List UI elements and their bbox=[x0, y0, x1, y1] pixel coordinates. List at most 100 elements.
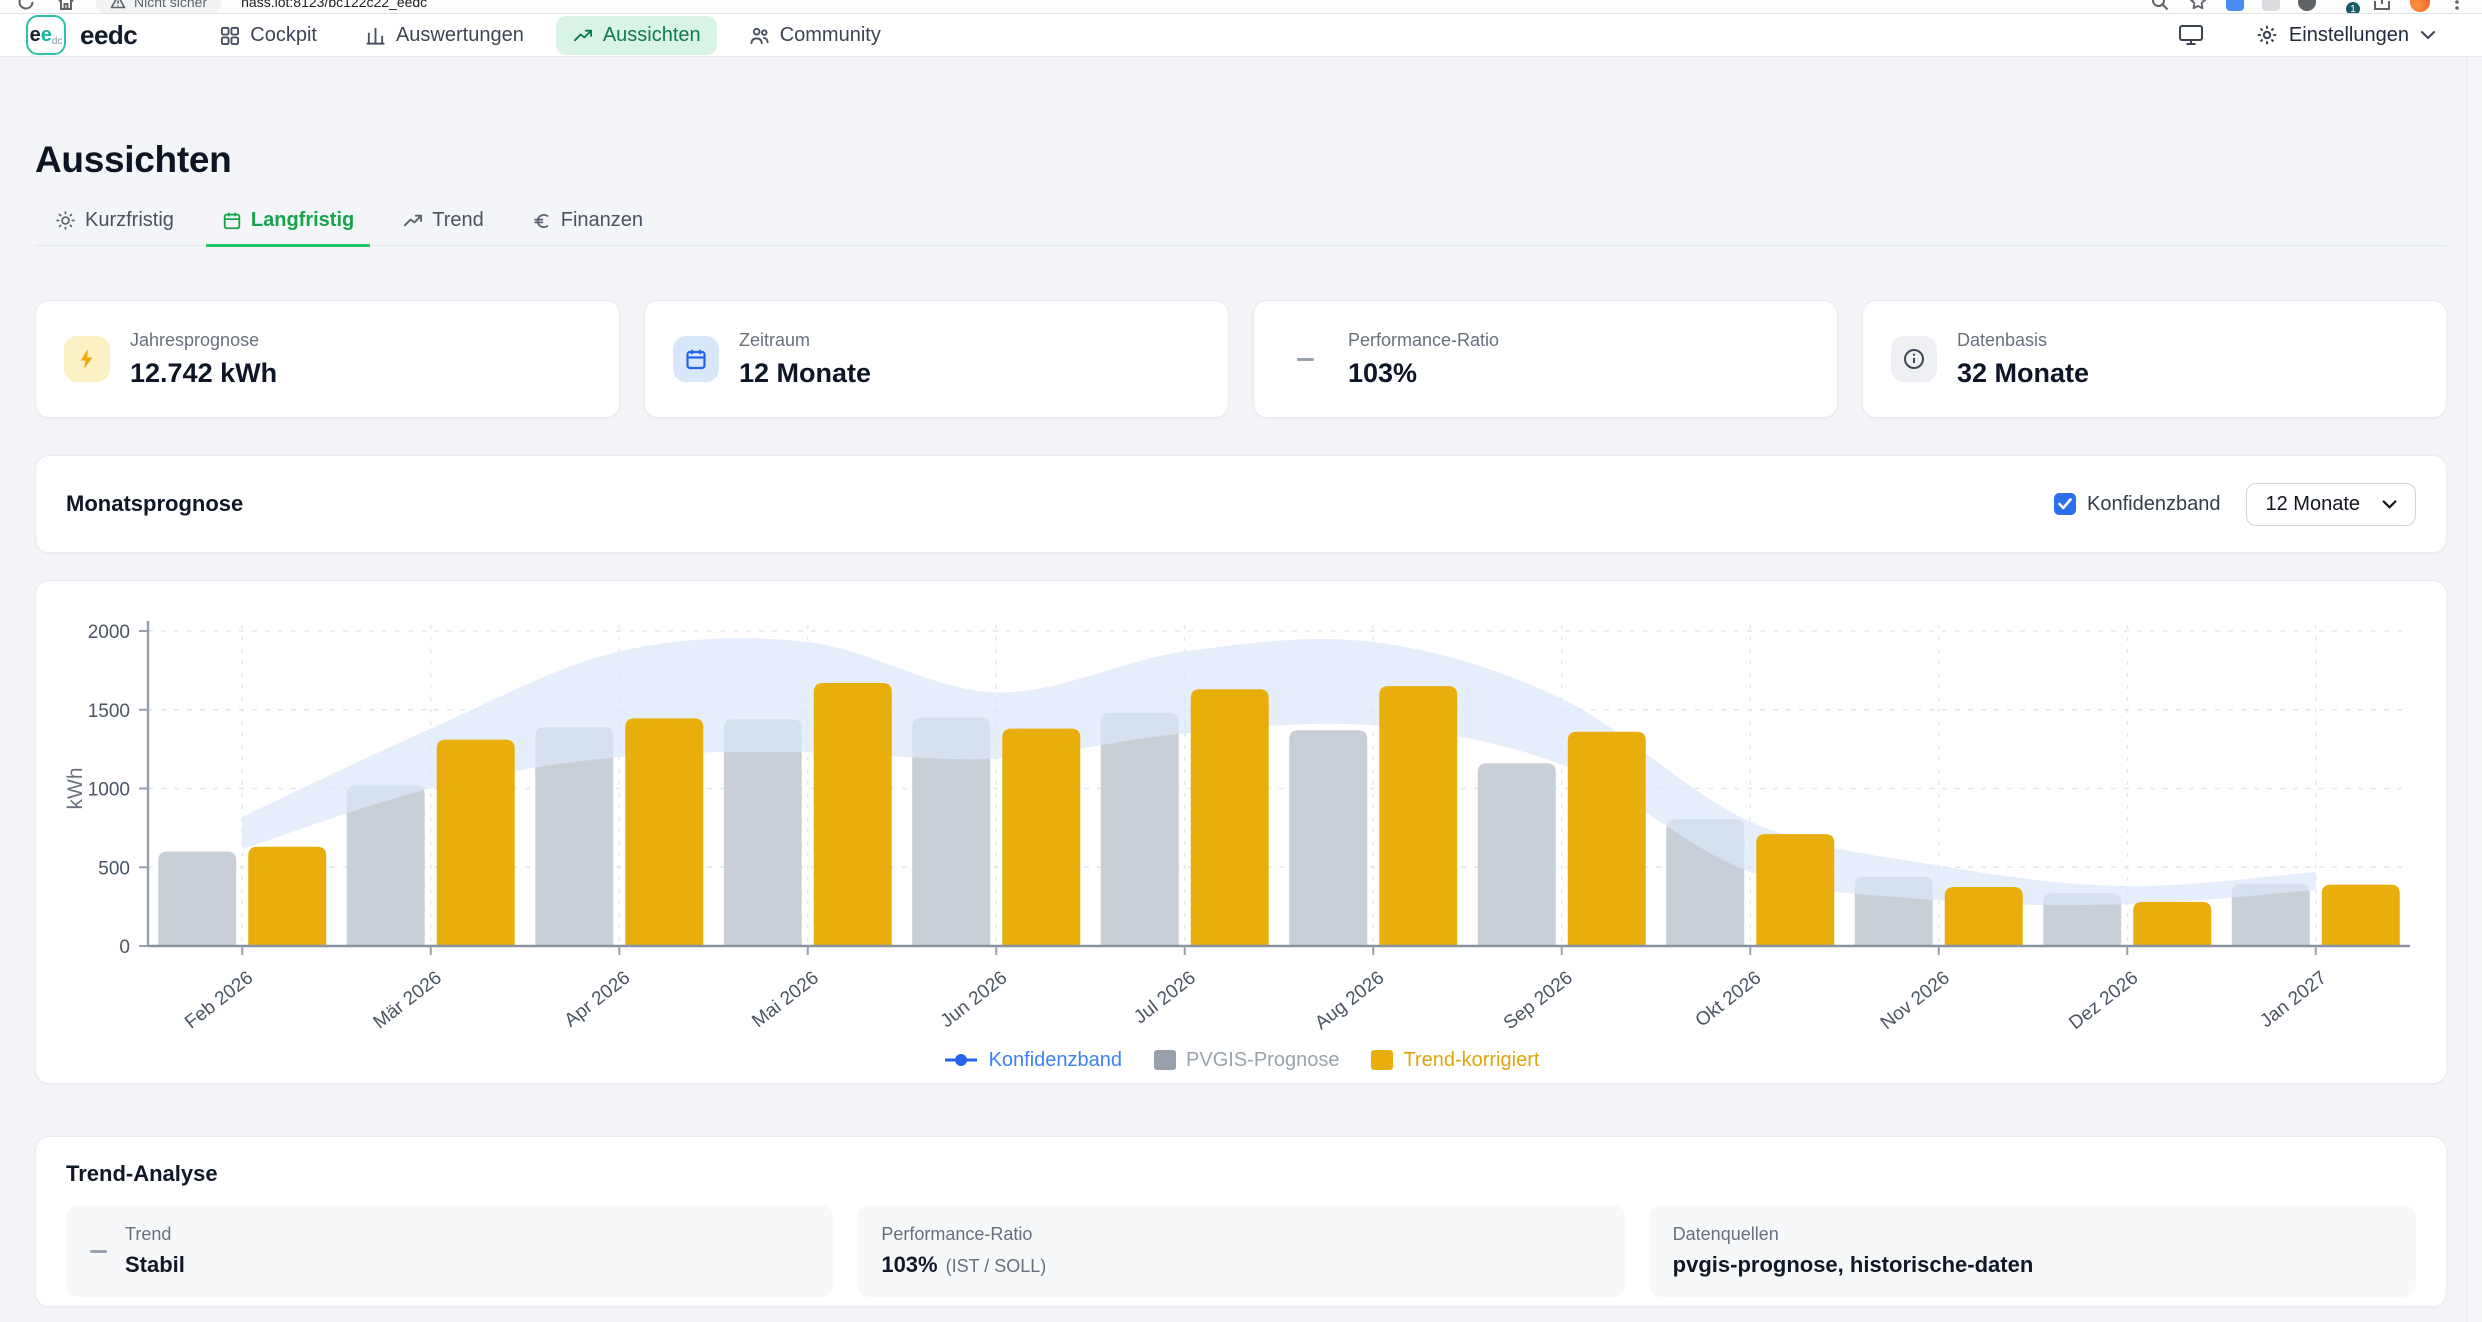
stat-label: Performance-Ratio bbox=[1348, 330, 1499, 351]
stat-value: 12 Monate bbox=[739, 358, 871, 389]
tab-langfristig[interactable]: Langfristig bbox=[206, 201, 370, 247]
extension-icon-blue[interactable] bbox=[2226, 0, 2244, 11]
tab-bar: Kurzfristig Langfristig Trend Finanzen bbox=[35, 201, 2447, 246]
svg-text:Aug 2026: Aug 2026 bbox=[1311, 967, 1388, 1034]
calendar-icon bbox=[222, 210, 242, 231]
stat-label: Datenbasis bbox=[1957, 330, 2089, 351]
trend-box-datenquellen: Datenquellen pvgis-prognose, historische… bbox=[1649, 1205, 2416, 1297]
brand-name: eedc bbox=[80, 20, 137, 51]
confidence-checkbox-label: Konfidenzband bbox=[2087, 493, 2220, 516]
chart-header-panel: Monatsprognose Konfidenzband 12 Monate bbox=[35, 455, 2447, 553]
square-marker bbox=[1371, 1050, 1393, 1070]
svg-text:kWh: kWh bbox=[64, 768, 87, 810]
bookmark-star-icon[interactable] bbox=[2188, 0, 2208, 12]
checkbox-checked-icon[interactable] bbox=[2054, 493, 2076, 515]
chart-panel: 0500100015002000Feb 2026Mär 2026Apr 2026… bbox=[35, 580, 2447, 1084]
square-marker bbox=[1154, 1050, 1176, 1070]
legend-item-trend-korrigiert[interactable]: Trend-korrigiert bbox=[1371, 1049, 1539, 1072]
monthly-forecast-chart: 0500100015002000Feb 2026Mär 2026Apr 2026… bbox=[36, 581, 2446, 1039]
logo-letter: e bbox=[30, 24, 41, 47]
svg-text:Dez 2026: Dez 2026 bbox=[2065, 967, 2142, 1034]
svg-text:500: 500 bbox=[98, 858, 130, 879]
monitor-icon[interactable] bbox=[2178, 23, 2204, 47]
trending-up-icon bbox=[572, 25, 593, 46]
svg-text:Nov 2026: Nov 2026 bbox=[1877, 967, 1954, 1034]
dash-icon bbox=[90, 1250, 107, 1253]
people-icon bbox=[749, 25, 770, 46]
trend-box-label: Datenquellen bbox=[1673, 1224, 2034, 1245]
browser-chrome-strip: Nicht sicher hass.lot:8123/bc122c22_eedc… bbox=[0, 0, 2482, 14]
trend-box-value: 103%(IST / SOLL) bbox=[881, 1252, 1046, 1278]
chart-legend: Konfidenzband PVGIS-Prognose Trend-korrigi… bbox=[36, 1039, 2446, 1081]
app-logo[interactable]: eedc bbox=[26, 15, 66, 55]
trend-box-performance-ratio: Performance-Ratio 103%(IST / SOLL) bbox=[857, 1205, 1624, 1297]
chevron-down-icon bbox=[2382, 500, 2397, 509]
svg-text:Mär 2026: Mär 2026 bbox=[370, 967, 446, 1033]
url-text[interactable]: hass.lot:8123/bc122c22_eedc bbox=[241, 0, 427, 10]
stat-label: Jahresprognose bbox=[130, 330, 277, 351]
confidence-checkbox-row[interactable]: Konfidenzband bbox=[2054, 493, 2220, 516]
reload-icon[interactable] bbox=[16, 0, 36, 12]
trend-box-value: Stabil bbox=[125, 1252, 185, 1278]
svg-text:Okt 2026: Okt 2026 bbox=[1692, 967, 1766, 1031]
trend-box-label: Performance-Ratio bbox=[881, 1224, 1046, 1245]
tab-kurzfristig[interactable]: Kurzfristig bbox=[35, 201, 190, 247]
trend-box-label: Trend bbox=[125, 1224, 185, 1245]
tab-label: Finanzen bbox=[561, 209, 643, 232]
info-icon bbox=[1891, 336, 1937, 382]
nav-item-aussichten[interactable]: Aussichten bbox=[556, 16, 717, 55]
page-body: Aussichten Kurzfristig Langfristig Trend… bbox=[0, 57, 2482, 1322]
euro-icon bbox=[532, 211, 552, 231]
scrollbar[interactable] bbox=[2467, 57, 2482, 1322]
chart-panel-title: Monatsprognose bbox=[66, 491, 243, 517]
extension-icon-gray[interactable] bbox=[2262, 0, 2280, 11]
stat-card-jahresprognose: Jahresprognose 12.742 kWh bbox=[35, 300, 620, 418]
legend-item-konfidenzband[interactable]: Konfidenzband bbox=[943, 1049, 1122, 1072]
range-select[interactable]: 12 Monate bbox=[2246, 483, 2416, 526]
svg-text:Jan 2027: Jan 2027 bbox=[2256, 967, 2331, 1032]
logo-subscript: dc bbox=[52, 36, 63, 47]
sun-icon bbox=[55, 210, 76, 231]
settings-label: Einstellungen bbox=[2289, 24, 2409, 47]
legend-item-pvgis-prognose[interactable]: PVGIS-Prognose bbox=[1154, 1049, 1339, 1072]
legend-label: PVGIS-Prognose bbox=[1186, 1049, 1339, 1072]
stat-cards: Jahresprognose 12.742 kWh Zeitraum 12 Mo… bbox=[35, 300, 2447, 418]
calendar-icon bbox=[673, 336, 719, 382]
tab-trend[interactable]: Trend bbox=[386, 201, 500, 247]
legend-label: Konfidenzband bbox=[989, 1049, 1122, 1072]
nav-item-cockpit[interactable]: Cockpit bbox=[203, 16, 333, 55]
bolt-icon bbox=[64, 336, 110, 382]
extension-icon-badged[interactable]: 1 bbox=[2334, 0, 2354, 12]
tab-finanzen[interactable]: Finanzen bbox=[516, 201, 659, 247]
extension-badge-count: 1 bbox=[2346, 2, 2360, 14]
security-label: Nicht sicher bbox=[134, 0, 207, 10]
warning-triangle-icon bbox=[110, 0, 126, 10]
bar-chart-icon bbox=[365, 25, 386, 46]
svg-text:Jun 2026: Jun 2026 bbox=[937, 967, 1012, 1032]
nav-label: Aussichten bbox=[603, 24, 701, 47]
svg-text:Sep 2026: Sep 2026 bbox=[1500, 967, 1577, 1034]
nav-item-auswertungen[interactable]: Auswertungen bbox=[349, 16, 540, 55]
nav-item-community[interactable]: Community bbox=[733, 16, 897, 55]
kebab-menu-icon[interactable] bbox=[2448, 0, 2466, 12]
security-chip[interactable]: Nicht sicher bbox=[96, 0, 221, 14]
main-nav: Cockpit Auswertungen Aussichten Communit… bbox=[203, 16, 897, 55]
search-icon[interactable] bbox=[2150, 0, 2170, 12]
page-title: Aussichten bbox=[35, 57, 2447, 181]
nav-label: Cockpit bbox=[250, 24, 317, 47]
stat-card-performance-ratio: Performance-Ratio 103% bbox=[1253, 300, 1838, 418]
svg-text:1500: 1500 bbox=[88, 701, 130, 722]
browser-profile-icon[interactable] bbox=[2410, 0, 2430, 12]
trend-analyse-title: Trend-Analyse bbox=[66, 1161, 2416, 1187]
trend-analyse-panel: Trend-Analyse Trend Stabil Performance-R… bbox=[35, 1136, 2447, 1307]
home-icon[interactable] bbox=[56, 0, 76, 12]
trending-up-icon bbox=[402, 210, 423, 231]
extension-icon-dark[interactable] bbox=[2298, 0, 2316, 11]
stat-label: Zeitraum bbox=[739, 330, 871, 351]
tab-label: Trend bbox=[432, 209, 484, 232]
settings-menu[interactable]: Einstellungen bbox=[2256, 24, 2436, 47]
app-header: eedc eedc Cockpit Auswertungen Aussichte… bbox=[0, 14, 2482, 57]
svg-text:2000: 2000 bbox=[88, 622, 130, 643]
share-icon[interactable] bbox=[2372, 0, 2392, 12]
stat-value: 32 Monate bbox=[1957, 358, 2089, 389]
